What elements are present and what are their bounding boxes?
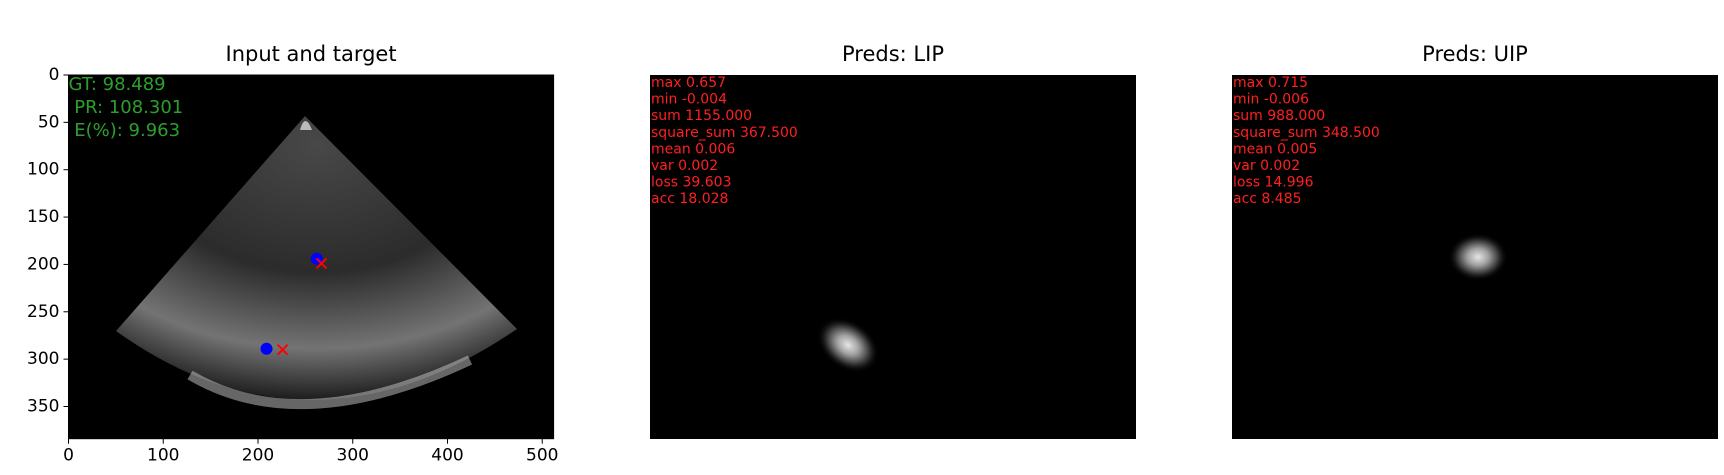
x-tick-label: 0: [63, 446, 74, 466]
annotation: square_sum 367.500: [651, 125, 798, 141]
axes-frame: [68, 74, 555, 440]
x-tick-label: 100: [147, 446, 179, 466]
x-tick-label: 500: [526, 446, 558, 466]
y-tick-label: 50: [38, 112, 60, 132]
annotation: loss 39.603: [651, 175, 731, 191]
y-tick-label: 350: [27, 396, 59, 416]
y-tick-label: 250: [27, 302, 59, 322]
point-marker: [260, 342, 273, 355]
chart-title: Preds: LIP: [842, 42, 944, 66]
annotation: mean 0.005: [1233, 141, 1317, 157]
annotation: var 0.002: [1233, 158, 1300, 174]
annotation: sum 1155.000: [651, 108, 752, 124]
y-tick-label: 300: [27, 349, 59, 369]
annotation: square_sum 348.500: [1233, 125, 1380, 141]
x-marker: [276, 343, 289, 356]
image-background: [650, 75, 1136, 439]
ultrasound-texture: [300, 121, 312, 130]
y-tick-label: 200: [27, 254, 59, 274]
y-tick-label: 150: [27, 207, 59, 227]
chart-title: Input and target: [226, 42, 397, 66]
annotation: PR: 108.301: [69, 97, 184, 118]
annotation: acc 8.485: [1233, 191, 1302, 207]
annotation: var 0.002: [651, 158, 718, 174]
annotation: acc 18.028: [651, 191, 728, 207]
annotation: min -0.006: [1233, 92, 1309, 108]
heatmap-blob: [816, 317, 880, 373]
annotation: mean 0.006: [651, 141, 735, 157]
x-marker: [315, 257, 328, 270]
x-tick-label: 200: [242, 446, 274, 466]
x-tick-label: 300: [337, 446, 369, 466]
chart-title: Preds: UIP: [1422, 42, 1528, 66]
annotation: sum 988.000: [1233, 108, 1325, 124]
annotation: loss 14.996: [1233, 175, 1314, 191]
annotation: max 0.715: [1233, 75, 1308, 91]
annotation: GT: 98.489: [69, 74, 166, 95]
ultrasound-texture: [187, 355, 473, 410]
annotation: max 0.657: [651, 75, 726, 91]
heatmap-blob: [1448, 233, 1508, 281]
y-tick-label: 0: [49, 65, 60, 85]
y-tick-label: 100: [27, 160, 59, 180]
annotation: E(%): 9.963: [69, 120, 181, 141]
annotation: min -0.004: [651, 92, 727, 108]
x-tick-label: 400: [431, 446, 463, 466]
